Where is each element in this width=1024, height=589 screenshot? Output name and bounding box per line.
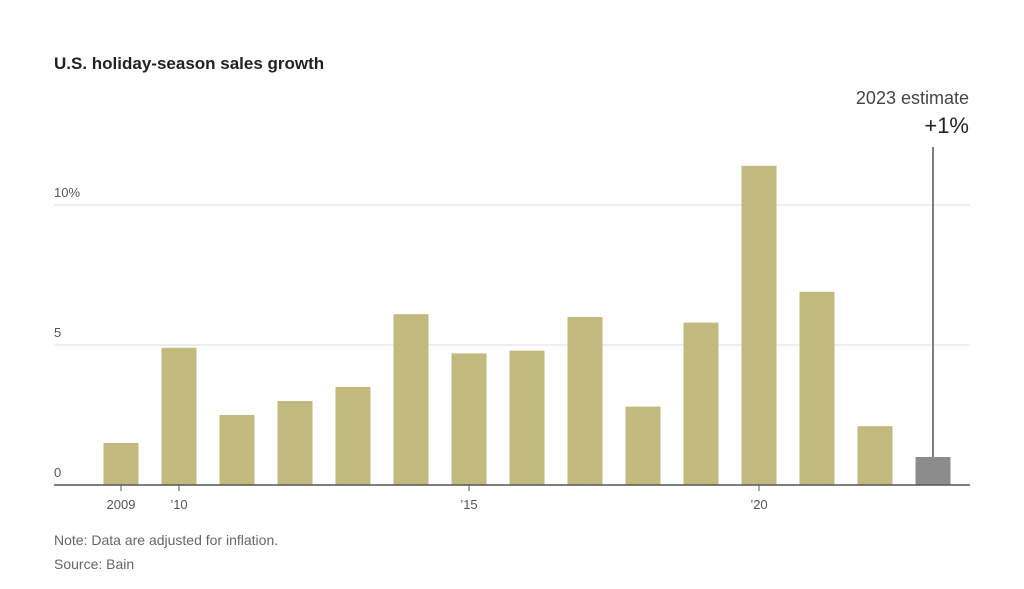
bar xyxy=(393,314,429,485)
chart-source: Source: Bain xyxy=(54,556,135,572)
y-tick-label: 0 xyxy=(54,465,61,480)
y-tick-label: 10% xyxy=(54,185,80,200)
bar xyxy=(509,350,545,485)
chart-title: U.S. holiday-season sales growth xyxy=(54,54,325,73)
estimate-label: 2023 estimate xyxy=(856,88,969,108)
bar xyxy=(277,401,313,485)
x-tick-label: ’15 xyxy=(460,497,477,512)
x-tick-label: ’10 xyxy=(170,497,187,512)
bar xyxy=(857,426,893,485)
bar xyxy=(335,387,371,485)
chart-note: Note: Data are adjusted for inflation. xyxy=(54,532,279,548)
bar xyxy=(103,443,139,485)
x-tick-label: ’20 xyxy=(750,497,767,512)
x-tick-label: 2009 xyxy=(107,497,136,512)
bar xyxy=(161,347,197,485)
y-tick-label: 5 xyxy=(54,325,61,340)
estimate-value: +1% xyxy=(924,113,969,138)
bar xyxy=(741,165,777,486)
bar xyxy=(683,322,719,485)
estimate-bar xyxy=(915,457,951,485)
bar xyxy=(219,415,255,485)
bar xyxy=(625,406,661,485)
bar xyxy=(451,353,487,485)
bar xyxy=(567,317,603,485)
bar xyxy=(799,291,835,485)
